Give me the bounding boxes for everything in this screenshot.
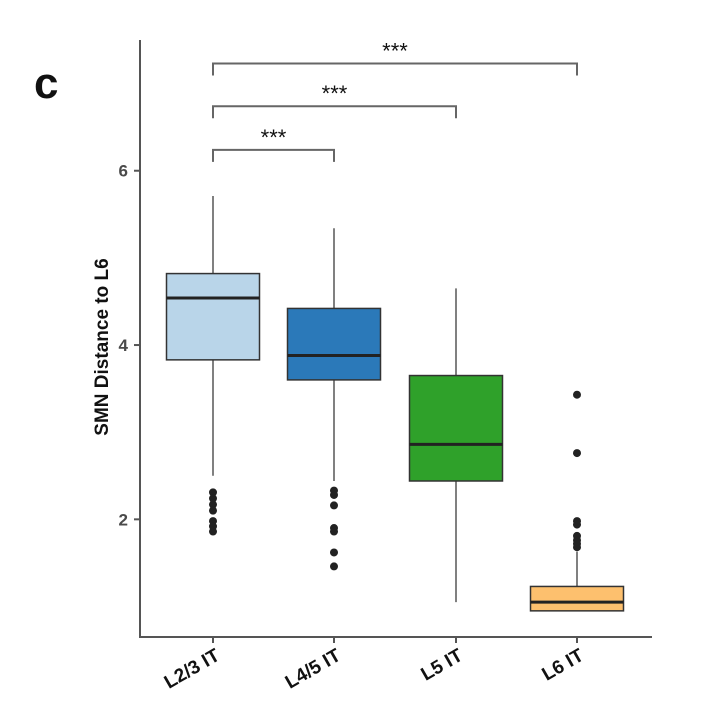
outlier-point [209,500,217,509]
bracket-line [212,105,457,119]
y-axis-label: SMN Distance to L6 [92,258,113,435]
bracket-line [212,62,578,76]
box-l6it [529,390,625,612]
significance-label: *** [322,81,348,106]
bracket-line [212,148,335,162]
box [286,307,382,381]
y-tick-label: 4 [119,336,129,355]
outlier-point [573,390,581,399]
y-tick-label: 6 [119,162,128,181]
box [408,374,504,482]
outlier-point [209,488,217,497]
significance-bracket: *** [212,39,578,76]
outlier-point [573,449,581,458]
box-l45it [286,228,382,571]
outlier-point [330,501,338,510]
box [529,585,625,612]
significance-bracket: *** [212,81,457,119]
outlier-point [209,494,217,503]
box [165,272,261,361]
outlier-point [330,562,338,571]
panel-label: c [34,59,58,108]
significance-bracket: *** [212,125,335,162]
x-tick-label: L5 IT [418,645,467,686]
x-tick-label: L6 IT [539,645,588,686]
significance-label: *** [382,39,408,64]
box-l5it [408,288,504,603]
outlier-point [330,527,338,536]
box-l23it [165,196,261,536]
y-tick-label: 2 [119,510,128,529]
outlier-point [330,548,338,557]
x-tick-label: L2/3 IT [161,645,224,693]
outlier-point [209,527,217,536]
outlier-point [573,520,581,529]
x-tick-label: L4/5 IT [282,645,345,693]
outlier-point [209,506,217,515]
outlier-point [330,490,338,499]
significance-label: *** [261,125,287,150]
outlier-point [573,543,581,552]
